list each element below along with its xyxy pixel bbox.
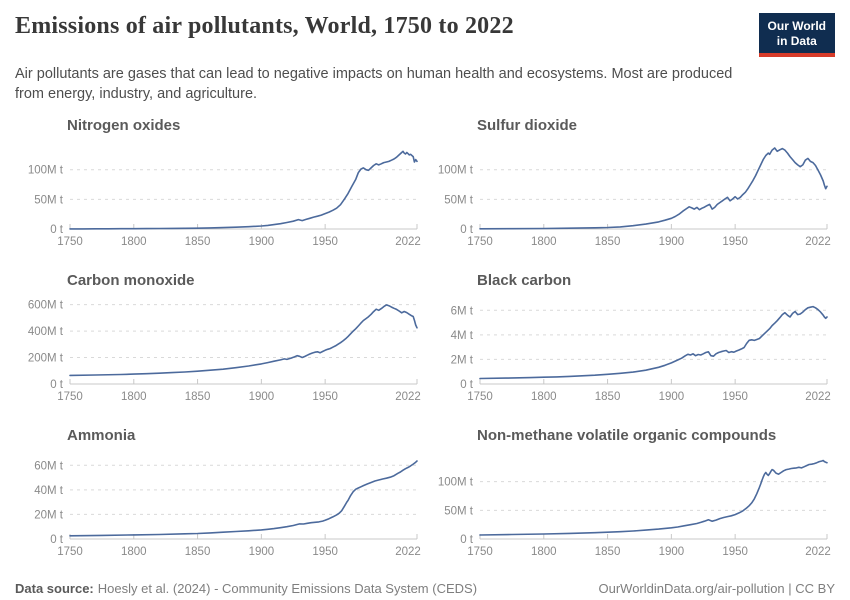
x-tick-label: 2022 [395, 391, 421, 403]
owid-logo-line2: in Data [776, 34, 817, 48]
data-source-text[interactable]: Hoesly et al. (2024) - Community Emissio… [97, 581, 478, 596]
chart-cell-nitrogen-oxides: Nitrogen oxides 0 t 50M t 100M t 1750 1800 18… [15, 106, 425, 261]
x-tick-label: 2022 [395, 546, 421, 558]
x-tick-label: 1800 [531, 546, 557, 558]
chart-canvas-nmvoc[interactable]: 0 t 50M t 100M t 1750 1800 1850 1900 1950 2022 [425, 445, 835, 571]
chart-title-sulfur-dioxide: Sulfur dioxide [477, 117, 578, 134]
x-tick-label: 1950 [312, 391, 338, 403]
x-tick-label: 1750 [467, 391, 493, 403]
y-tick-label: 0 t [50, 534, 64, 546]
owid-logo-line1: Our World [767, 19, 826, 33]
chart-cell-nmvoc: Non-methane volatile organic compounds 0… [425, 416, 835, 571]
x-tick-label: 1900 [249, 236, 275, 248]
x-tick-label: 1750 [57, 546, 83, 558]
x-tick-label: 1950 [312, 236, 338, 248]
chart-title-ammonia: Ammonia [67, 427, 136, 444]
page-title: Emissions of air pollutants, World, 1750… [15, 13, 514, 39]
y-tick-label: 100M t [438, 477, 474, 489]
y-tick-label: 2M t [451, 354, 474, 366]
x-tick-label: 1800 [121, 391, 147, 403]
page-footer: Data source: Hoesly et al. (2024) - Commu… [0, 571, 850, 596]
x-tick-label: 2022 [805, 391, 831, 403]
data-line[interactable] [69, 304, 418, 377]
page-subtitle: Air pollutants are gases that can lead t… [15, 66, 733, 102]
page-header: Emissions of air pollutants, World, 1750… [0, 0, 850, 57]
y-tick-label: 20M t [34, 509, 64, 521]
y-tick-label: 100M t [438, 165, 474, 177]
chart-title-nitrogen-oxides: Nitrogen oxides [67, 117, 181, 134]
y-tick-label: 0 t [460, 379, 474, 391]
y-tick-label: 60M t [34, 460, 64, 472]
y-tick-label: 600M t [28, 300, 64, 312]
y-tick-label: 0 t [50, 224, 64, 236]
y-tick-label: 0 t [460, 534, 474, 546]
chart-cell-carbon-monoxide: Carbon monoxide 0 t 200M t 400M t 600M t 175… [15, 261, 425, 416]
x-tick-label: 1950 [722, 391, 748, 403]
x-tick-label: 1850 [185, 236, 211, 248]
y-tick-label: 200M t [28, 353, 64, 365]
chart-title-black-carbon: Black carbon [477, 272, 572, 289]
x-tick-label: 2022 [805, 236, 831, 248]
chart-canvas-nitrogen-oxides[interactable]: 0 t 50M t 100M t 1750 1800 1850 1900 1950 2022 [15, 135, 425, 261]
x-tick-label: 1850 [185, 546, 211, 558]
data-line[interactable] [479, 459, 828, 536]
x-tick-label: 1850 [595, 546, 621, 558]
chart-canvas-sulfur-dioxide[interactable]: 0 t 50M t 100M t 1750 1800 1850 1900 1950 2022 [425, 135, 835, 261]
y-tick-label: 50M t [444, 505, 474, 517]
chart-canvas-black-carbon[interactable]: 0 t 2M t 4M t 6M t 1750 1800 1850 1900 1950 2022 [425, 290, 835, 416]
x-tick-label: 2022 [805, 546, 831, 558]
x-tick-label: 1900 [659, 391, 685, 403]
chart-title-carbon-monoxide: Carbon monoxide [67, 272, 195, 289]
x-tick-label: 1850 [595, 236, 621, 248]
x-tick-label: 1850 [185, 391, 211, 403]
x-tick-label: 1850 [595, 391, 621, 403]
x-tick-label: 1950 [312, 546, 338, 558]
data-source-label: Data source: [15, 581, 94, 596]
chart-cell-sulfur-dioxide: Sulfur dioxide 0 t 50M t 100M t 1750 1800 185… [425, 106, 835, 261]
y-tick-label: 0 t [50, 379, 64, 391]
x-tick-label: 1750 [57, 391, 83, 403]
x-tick-label: 1800 [531, 236, 557, 248]
y-tick-label: 4M t [451, 330, 474, 342]
charts-grid: Nitrogen oxides 0 t 50M t 100M t 1750 1800 18… [0, 104, 850, 571]
x-tick-label: 1900 [249, 546, 275, 558]
x-tick-label: 1750 [467, 546, 493, 558]
x-tick-label: 1900 [659, 236, 685, 248]
x-tick-label: 1950 [722, 236, 748, 248]
y-tick-label: 40M t [34, 485, 64, 497]
x-tick-label: 2022 [395, 236, 421, 248]
chart-canvas-carbon-monoxide[interactable]: 0 t 200M t 400M t 600M t 1750 1800 1850 1900 195… [15, 290, 425, 416]
chart-cell-ammonia: Ammonia 0 t 20M t 40M t 60M t 1750 1800 1850 19… [15, 416, 425, 571]
y-tick-label: 0 t [460, 224, 474, 236]
data-line[interactable] [69, 150, 418, 230]
chart-canvas-ammonia[interactable]: 0 t 20M t 40M t 60M t 1750 1800 1850 1900 1950 20… [15, 445, 425, 571]
data-line[interactable] [479, 305, 828, 380]
chart-title-nmvoc: Non-methane volatile organic compounds [477, 427, 777, 444]
y-tick-label: 50M t [34, 194, 64, 206]
y-tick-label: 100M t [28, 165, 64, 177]
chart-cell-black-carbon: Black carbon 0 t 2M t 4M t 6M t 1750 1800 1850… [425, 261, 835, 416]
x-tick-label: 1950 [722, 546, 748, 558]
x-tick-label: 1750 [57, 236, 83, 248]
y-tick-label: 50M t [444, 194, 474, 206]
data-source: Data source: Hoesly et al. (2024) - Commu… [15, 581, 477, 596]
x-tick-label: 1800 [531, 391, 557, 403]
owid-logo[interactable]: Our World in Data [758, 13, 835, 57]
x-tick-label: 1900 [249, 391, 275, 403]
y-tick-label: 6M t [451, 305, 474, 317]
data-line[interactable] [479, 147, 828, 230]
x-tick-label: 1750 [467, 236, 493, 248]
x-tick-label: 1800 [121, 546, 147, 558]
data-line[interactable] [69, 460, 418, 537]
y-tick-label: 400M t [28, 326, 64, 338]
x-tick-label: 1800 [121, 236, 147, 248]
x-tick-label: 1900 [659, 546, 685, 558]
owid-cc-link[interactable]: OurWorldinData.org/air-pollution | CC BY [598, 581, 835, 596]
